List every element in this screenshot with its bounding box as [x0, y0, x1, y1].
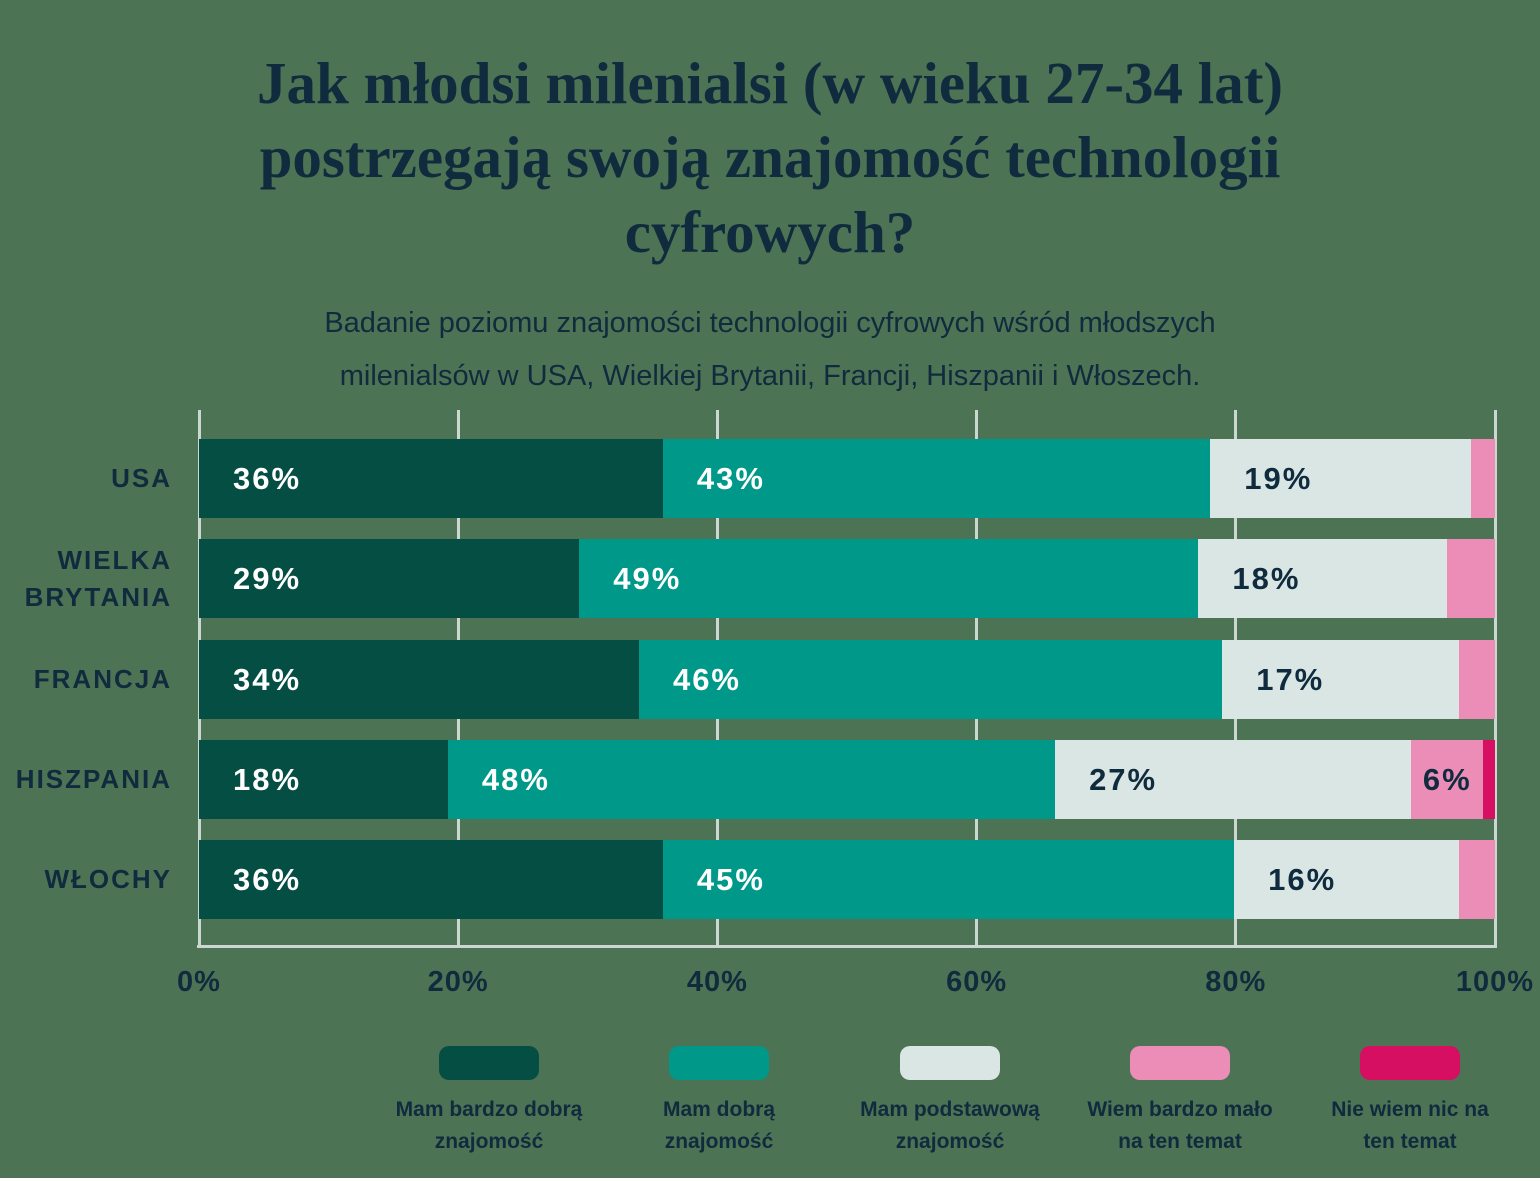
legend-item: Mam podstawową znajomość — [830, 1046, 1070, 1157]
category-label: USA — [111, 463, 172, 494]
bar-segment: 49% — [579, 539, 1199, 618]
chart-subtitle-line-1: Badanie poziomu znajomości technologii c… — [324, 307, 1216, 339]
bar-segment — [1459, 840, 1495, 919]
bar-segment: 18% — [1198, 539, 1448, 618]
bar-segment: 34% — [199, 640, 639, 719]
bar-segment: 43% — [662, 439, 1211, 518]
bar-segment: 45% — [662, 840, 1235, 919]
x-axis-tick-label: 60% — [946, 966, 1008, 998]
chart-title: Jak młodsi milenialsi (w wieku 27-34 lat… — [0, 46, 1540, 271]
bar-segment-value-label: 46% — [672, 661, 741, 697]
legend-item: Mam bardzo dobrą znajomość — [369, 1046, 609, 1157]
bar-row: 36% 45% 16% — [199, 840, 1495, 919]
bar-segment: 46% — [638, 640, 1223, 719]
bar-segment-value-label: 18% — [233, 761, 302, 797]
legend-swatch — [669, 1046, 769, 1080]
bar-segment: 19% — [1210, 439, 1472, 518]
legend-label: Mam podstawową znajomość — [830, 1094, 1070, 1157]
bar-segment: 27% — [1055, 740, 1412, 819]
bar-segment-value-label: 19% — [1244, 460, 1313, 496]
legend-label: Mam bardzo dobrą znajomość — [369, 1094, 609, 1157]
legend-label-line: Mam podstawową — [860, 1098, 1040, 1121]
category-label: FRANCJA — [33, 664, 172, 695]
bar-segment-value-label: 45% — [696, 861, 765, 897]
bar-segment-value-label: 29% — [233, 560, 302, 596]
category-label: WIELKA BRYTANIA — [24, 545, 172, 612]
bar-segment-value-label: 17% — [1256, 661, 1325, 697]
legend-label: Mam dobrą znajomość — [599, 1094, 839, 1157]
legend-label-line: na ten temat — [1118, 1129, 1242, 1153]
chart-title-line-1: Jak młodsi milenialsi (w wieku 27-34 lat… — [257, 49, 1283, 116]
bar-segment-value-label: 49% — [613, 560, 682, 596]
bar-segment: 18% — [199, 740, 448, 819]
legend-label-line: znajomość — [664, 1129, 774, 1153]
x-axis-tick-label: 80% — [1205, 966, 1267, 998]
gridline-5 — [1493, 410, 1497, 947]
bar-segment-value-label: 43% — [696, 460, 765, 496]
bar-segment — [1483, 740, 1496, 819]
bar-segment — [1447, 539, 1496, 618]
legend-label-line: Mam bardzo dobrą — [395, 1098, 583, 1121]
bar-row: 36% 43% 19% — [199, 439, 1495, 518]
legend-label: Wiem bardzo mało na ten temat — [1060, 1094, 1300, 1157]
bar-segment-value-label: 6% — [1422, 761, 1472, 797]
chart-subtitle-line-2: milenialsów w USA, Wielkiej Brytanii, Fr… — [339, 359, 1201, 392]
legend-label: Nie wiem nic na ten temat — [1290, 1094, 1530, 1157]
legend-label-line: ten temat — [1363, 1129, 1457, 1153]
bar-segment: 6% — [1411, 740, 1484, 819]
legend-swatch — [1130, 1046, 1230, 1080]
x-axis-tick-label: 100% — [1455, 966, 1535, 998]
category-label: WŁOCHY — [44, 864, 172, 895]
legend-swatch — [439, 1046, 539, 1080]
legend-swatch — [1360, 1046, 1460, 1080]
bar-segment-value-label: 36% — [233, 861, 302, 897]
bar-segment-value-label: 36% — [233, 460, 302, 496]
x-axis-tick-label: 0% — [177, 966, 221, 998]
bar-segment: 17% — [1222, 640, 1460, 719]
bar-segment: 36% — [199, 840, 663, 919]
bar-row: 34% 46% 17% — [199, 640, 1495, 719]
legend-label-line: Wiem bardzo mało — [1087, 1098, 1273, 1121]
legend-item: Nie wiem nic na ten temat — [1290, 1046, 1530, 1157]
bar-segment: 36% — [199, 439, 663, 518]
bar-segment: 48% — [447, 740, 1056, 819]
legend-label-line: znajomość — [434, 1129, 544, 1153]
chart-title-line-3: cyfrowych? — [624, 199, 916, 266]
legend-item: Mam dobrą znajomość — [599, 1046, 839, 1157]
legend-swatch — [900, 1046, 1000, 1080]
x-axis-tick-label: 20% — [427, 966, 489, 998]
legend-label-line: Mam dobrą — [662, 1098, 775, 1121]
bar-row: 18% 48% 27% 6% — [199, 740, 1496, 819]
category-label: HISZPANIA — [15, 764, 172, 795]
bar-segment-value-label: 27% — [1089, 761, 1158, 797]
bar-segment-value-label: 18% — [1232, 560, 1301, 596]
bar-segment-value-label: 34% — [233, 661, 302, 697]
bar-segment: 29% — [199, 539, 580, 618]
bar-segment — [1459, 640, 1495, 719]
x-axis-tick-label: 40% — [686, 966, 748, 998]
bar-segment-value-label: 16% — [1268, 861, 1337, 897]
chart-title-line-2: postrzegają swoją znajomość technologii — [259, 124, 1281, 191]
bar-segment — [1471, 439, 1495, 518]
bar-segment-value-label: 48% — [481, 761, 550, 797]
chart-subtitle: Badanie poziomu znajomości technologii c… — [0, 297, 1540, 403]
legend-label-line: znajomość — [895, 1129, 1005, 1153]
legend-item: Wiem bardzo mało na ten temat — [1060, 1046, 1300, 1157]
bar-segment: 16% — [1234, 840, 1460, 919]
bar-row: 29% 49% 18% — [199, 539, 1496, 618]
x-axis-baseline — [197, 945, 1497, 948]
legend-label-line: Nie wiem nic na — [1331, 1098, 1489, 1121]
